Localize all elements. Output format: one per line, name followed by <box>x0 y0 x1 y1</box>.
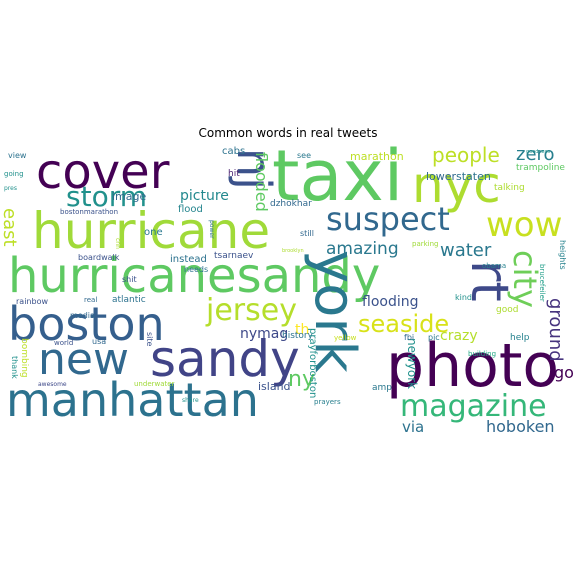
word-amp: amp <box>372 383 392 393</box>
word-lower: lower <box>426 170 457 183</box>
word-obama: obama <box>482 262 506 270</box>
word-nyc: nyc <box>412 156 501 214</box>
word-island: island <box>258 380 291 393</box>
word-history: history <box>282 331 314 341</box>
word-prayers: prayers <box>314 398 341 406</box>
word-talking: talking <box>494 183 525 193</box>
word-water: water <box>440 240 492 261</box>
word-new: new <box>38 334 129 385</box>
word-help: help <box>510 333 530 343</box>
word-dzhokhar: dzhokhar <box>270 199 312 209</box>
word-photo: photo <box>386 331 559 401</box>
word-rt: rt <box>459 260 519 302</box>
word-hurricanesandy: hurricanesandy <box>8 248 380 304</box>
word-power: power <box>208 220 215 239</box>
word-image: image <box>112 190 146 203</box>
word-tsarnaev: tsarnaev <box>214 251 254 261</box>
word-boardwalk: boardwalk <box>78 253 120 262</box>
word-amazing: amazing <box>326 239 399 259</box>
word-storm: storm <box>66 180 147 213</box>
word-cnn: cnn <box>114 238 121 249</box>
word-yellow: yellow <box>334 334 357 342</box>
word-hurricane: hurricane <box>32 202 270 260</box>
word-bostonmarathon: bostonmarathon <box>60 208 118 216</box>
word-wow: wow <box>486 205 562 245</box>
word-shit: shit <box>122 275 137 284</box>
word-still: still <box>300 229 314 238</box>
word-hit: hit <box>228 169 240 179</box>
word-awesome: awesome <box>38 381 67 388</box>
word-one: one <box>144 227 163 238</box>
word-sandy: sandy <box>150 330 300 388</box>
word-fbi: fbi <box>404 333 414 342</box>
word-cover: cover <box>36 144 170 200</box>
word-flood: flood <box>178 204 203 215</box>
word-crazy: crazy <box>440 328 478 344</box>
word-flooding: flooding <box>362 294 419 310</box>
word-share: share <box>182 397 199 404</box>
word-newyork: newyork <box>405 338 419 389</box>
word-seaside: seaside <box>358 310 449 338</box>
word-city: city <box>506 250 544 308</box>
word-rainbow: rainbow <box>16 297 48 306</box>
word-via: via <box>402 418 424 436</box>
word-brucefeiler: brucefeiler <box>538 264 546 302</box>
word-staten: staten <box>456 170 491 183</box>
word-east: east <box>0 208 20 247</box>
word-site: site <box>145 332 154 347</box>
word-needs: needs <box>184 265 208 274</box>
word-york: york <box>302 250 367 373</box>
word-cabs: cabs <box>222 146 245 157</box>
word-magazine: magazine <box>400 389 547 424</box>
word-ny: ny <box>288 367 315 392</box>
word-thank: thank <box>10 356 19 379</box>
word-instead: instead <box>170 254 207 265</box>
word-good: good <box>496 305 518 315</box>
word-bombing: bombing <box>19 338 29 378</box>
word-marathon: marathon <box>350 150 404 163</box>
word-world: world <box>54 339 73 347</box>
word-flooded: flooded <box>252 152 271 212</box>
word-people: people <box>432 143 500 167</box>
word-kind: kind <box>455 293 472 302</box>
word-usa: usa <box>92 337 106 346</box>
word-taxi: taxi <box>272 135 403 217</box>
word-ground: ground <box>545 298 566 362</box>
word-nj: nj <box>227 148 281 190</box>
word-underwater: underwater <box>134 380 175 388</box>
word-prayforboston: prayforboston <box>307 328 318 398</box>
word-building: building <box>468 350 496 358</box>
word-th: th <box>295 322 309 338</box>
word-zero: zero <box>516 144 555 165</box>
word-goodness: goodness <box>526 149 550 155</box>
word-heights: heights <box>558 240 567 270</box>
word-go: go <box>554 363 574 382</box>
word-manhattan: manhattan <box>6 373 259 427</box>
word-see: see <box>297 151 311 160</box>
word-view: view <box>8 151 27 160</box>
word-pres: pres <box>4 185 17 192</box>
word-jersey: jersey <box>205 293 297 328</box>
word-pic: pic <box>428 333 440 342</box>
word-picture: picture <box>180 188 229 204</box>
word-media: media <box>70 311 95 320</box>
word-suspect: suspect <box>326 200 450 238</box>
word-real: real <box>84 296 97 304</box>
word-parking: parking <box>412 240 439 248</box>
chart-title: Common words in real tweets <box>198 126 378 140</box>
word-going: going <box>4 170 24 178</box>
word-boston: boston <box>8 297 165 351</box>
word-brooklyn: brooklyn <box>282 248 304 254</box>
word-atlantic: atlantic <box>112 295 146 305</box>
word-nymag: nymag <box>240 326 288 342</box>
word-hoboken: hoboken <box>486 417 555 436</box>
word-trampoline: trampoline <box>516 163 565 173</box>
